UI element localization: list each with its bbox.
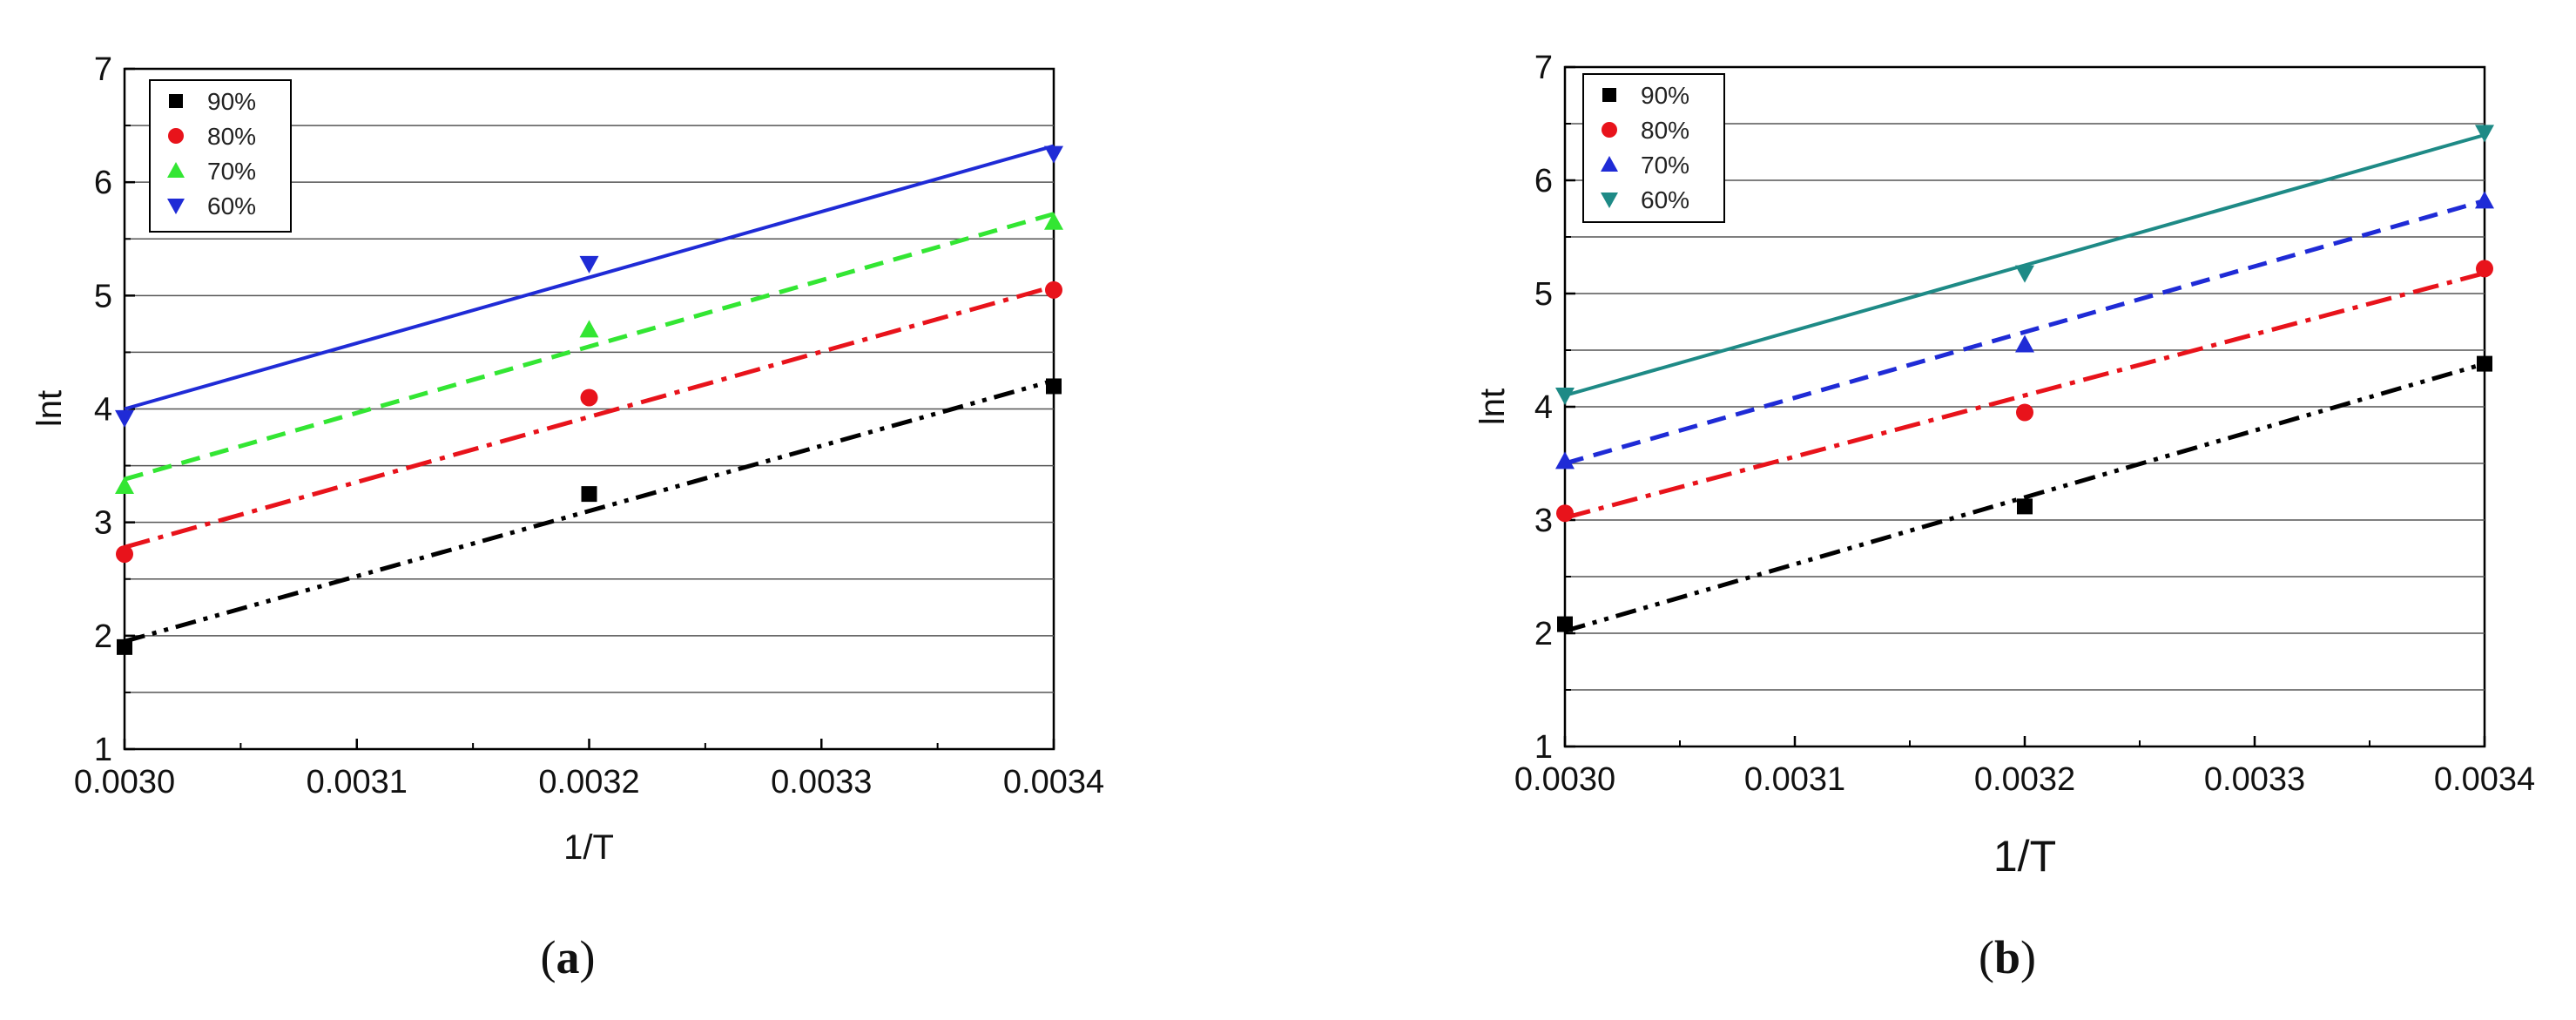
legend-marker [169, 94, 183, 108]
legend-marker [168, 128, 184, 144]
x-tick-label: 0.0033 [771, 764, 872, 800]
panel-b-ticks: 1 2 3 4 5 6 7 0.0030 0.0031 0.0032 0.0033 0.0034 [1514, 50, 2535, 798]
x-tick-label: 0.0032 [538, 764, 639, 800]
data-point-80pct [580, 388, 598, 407]
y-tick-label: 7 [94, 51, 112, 88]
legend-label: 80% [207, 123, 256, 150]
y-tick-label: 4 [94, 392, 112, 429]
legend-label: 70% [207, 158, 256, 185]
y-tick-label: 6 [1534, 163, 1553, 199]
legend-marker [1601, 193, 1618, 208]
x-tick-label: 0.0031 [1744, 761, 1845, 798]
y-tick-label: 3 [1534, 503, 1553, 539]
fit-line-90pct [124, 378, 1055, 644]
data-point-60pct [1044, 145, 1063, 164]
y-tick-label: 5 [1534, 276, 1553, 313]
x-tick-label: 0.0032 [1974, 761, 2075, 798]
panel-a-caption: (a) [541, 931, 596, 983]
panel-a-chart: 1 2 3 4 5 6 7 0.0030 0.0031 0.0032 0.0033 0.0034 90… [30, 51, 1104, 983]
panel-a-caption-letter: a [556, 931, 580, 983]
x-tick-label: 0.0034 [1003, 764, 1104, 800]
data-point-90pct [581, 486, 597, 503]
y-tick-label: 7 [1534, 50, 1553, 86]
data-point-70pct [1044, 212, 1063, 230]
data-point-80pct [2016, 403, 2033, 422]
legend-marker [167, 199, 185, 214]
fit-line-60pct [1564, 133, 2485, 397]
panel-b-caption: (b) [1979, 931, 2036, 983]
data-point-70pct [115, 476, 134, 495]
panel-b-legend: 90% 80% 70% 60% [1582, 73, 1725, 223]
x-tick-label: 0.0033 [2204, 761, 2305, 798]
legend-marker [1601, 156, 1618, 172]
fit-line-70pct [1564, 198, 2485, 466]
x-tick-label: 0.0034 [2434, 761, 2535, 798]
panel-b-y-axis-label: lnt [1473, 388, 1512, 425]
legend-label: 60% [207, 193, 256, 220]
fit-line-80pct [124, 284, 1055, 550]
data-point-90pct [1557, 616, 1573, 632]
legend-label: 60% [1641, 186, 1689, 213]
panel-a-y-axis-label: lnt [30, 390, 69, 427]
x-tick-label: 0.0031 [307, 764, 408, 800]
data-point-70pct [2015, 334, 2034, 353]
panel-b-data-points [1555, 125, 2494, 632]
legend-marker [1602, 88, 1616, 102]
panel-b-x-axis-label: 1/T [1993, 832, 2056, 881]
fit-line-80pct [1564, 271, 2485, 520]
y-tick-label: 1 [1534, 729, 1553, 766]
data-point-70pct [2475, 191, 2494, 209]
data-point-70pct [579, 320, 599, 338]
panel-b-caption-letter: b [1994, 931, 2020, 983]
y-tick-label: 3 [94, 505, 112, 542]
legend-label: 80% [1641, 117, 1689, 144]
legend-label: 90% [207, 88, 256, 115]
y-tick-label: 1 [94, 732, 112, 768]
legend-marker [167, 162, 185, 178]
data-point-80pct [1045, 280, 1062, 299]
data-point-80pct [2476, 260, 2493, 278]
legend-label: 70% [1641, 152, 1689, 179]
data-point-90pct [117, 638, 132, 655]
legend-label: 90% [1641, 82, 1689, 109]
panel-a-legend: 90% 80% 70% 60% [149, 79, 292, 233]
y-tick-label: 2 [1534, 616, 1553, 652]
y-tick-label: 6 [94, 165, 112, 201]
panel-a-x-axis-label: 1/T [563, 828, 614, 867]
data-point-60pct [1555, 388, 1575, 405]
data-point-60pct [115, 409, 134, 428]
fit-line-60pct [124, 144, 1055, 411]
data-point-90pct [2017, 498, 2033, 515]
data-point-60pct [2475, 125, 2494, 143]
data-point-80pct [116, 545, 133, 564]
data-point-80pct [1556, 504, 1574, 523]
fit-line-70pct [124, 212, 1055, 482]
x-tick-label: 0.0030 [74, 764, 175, 800]
panel-b-fit-lines [1564, 133, 2485, 633]
data-point-70pct [1555, 451, 1575, 469]
x-tick-label: 0.0030 [1514, 761, 1615, 798]
data-point-90pct [1046, 378, 1062, 395]
data-point-60pct [2015, 265, 2034, 283]
y-tick-label: 4 [1534, 389, 1553, 426]
panel-a-ticks: 1 2 3 4 5 6 7 0.0030 0.0031 0.0032 0.0033 0.0034 [74, 51, 1104, 800]
panel-a-data-points [115, 145, 1063, 655]
y-tick-label: 5 [94, 278, 112, 314]
data-point-60pct [579, 255, 599, 274]
fit-line-90pct [1564, 361, 2485, 633]
legend-marker [1602, 122, 1617, 138]
panel-a-fit-lines [124, 144, 1055, 644]
panel-b-chart: 1 2 3 4 5 6 7 0.0030 0.0031 0.0032 0.0033 0.0034 90… [1473, 50, 2535, 983]
y-tick-label: 2 [94, 618, 112, 655]
data-point-90pct [2477, 355, 2492, 372]
